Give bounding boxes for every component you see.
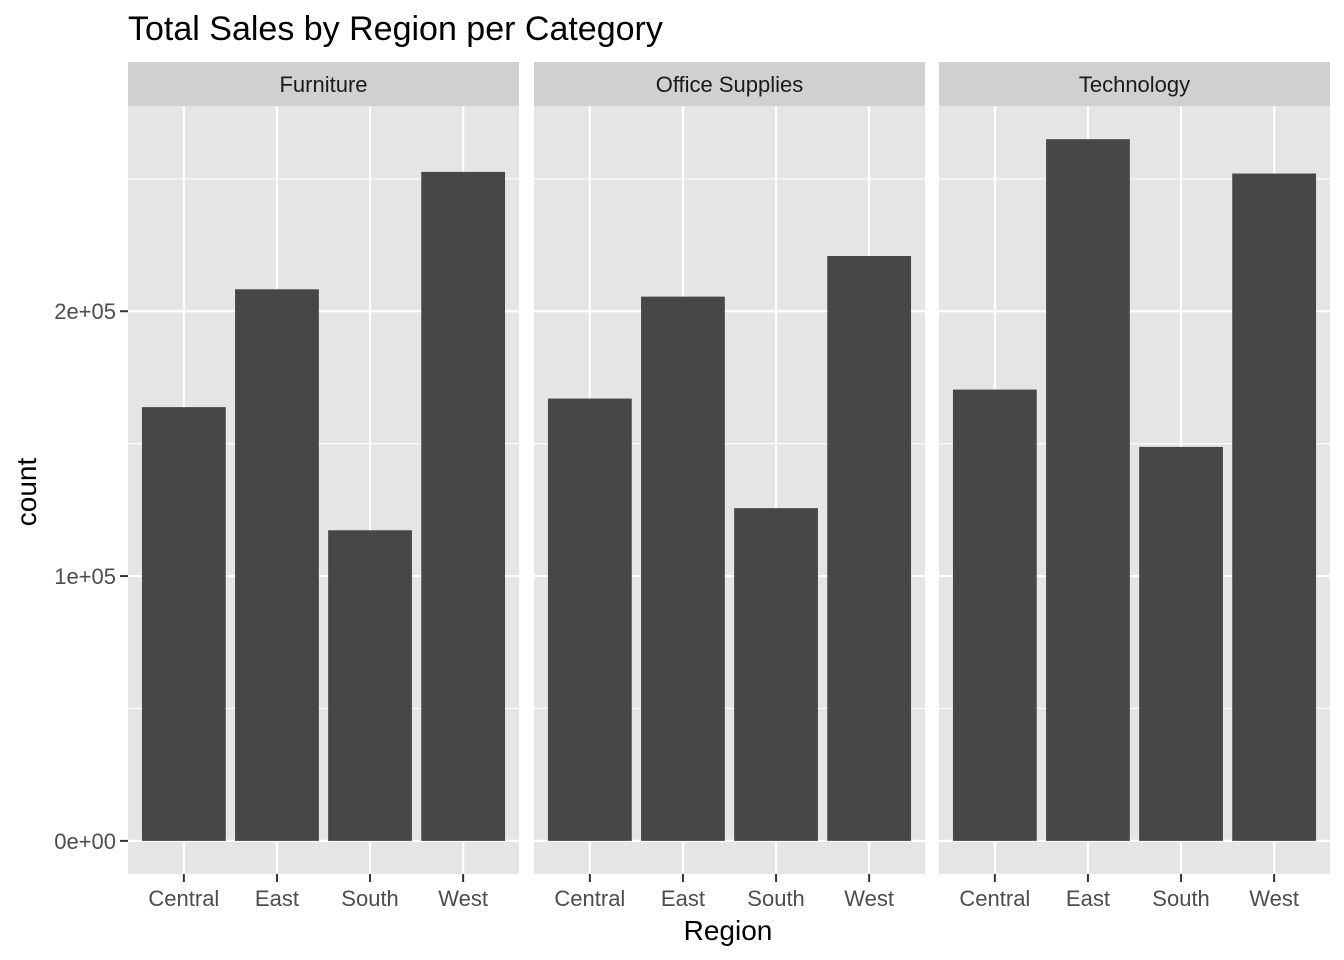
bar-south <box>1139 446 1223 841</box>
bar-central <box>952 389 1037 841</box>
x-tick-label: South <box>747 886 805 911</box>
x-tick-label: Central <box>148 886 219 911</box>
facet-panels: Central East South West Furniture Central East… <box>128 62 1330 911</box>
chart-title: Total Sales by Region per Category <box>128 10 663 48</box>
x-tick-label: West <box>438 886 488 911</box>
bar-east <box>641 296 725 841</box>
bar-south <box>734 508 818 841</box>
y-tick-label: 2e+05 <box>54 299 116 324</box>
y-axis-title: count <box>11 458 42 527</box>
bar-east <box>235 289 319 841</box>
x-tick-label: Central <box>554 886 625 911</box>
facet-strip <box>534 62 925 106</box>
facet-strip-label: Office Supplies <box>656 72 804 97</box>
facet-strip-label: Furniture <box>279 72 367 97</box>
facet-strip <box>128 62 519 106</box>
x-tick-label: East <box>1066 886 1110 911</box>
x-tick-label: South <box>1152 886 1210 911</box>
y-tick-label: 0e+00 <box>54 829 116 854</box>
x-tick-label: West <box>844 886 894 911</box>
facet-strip-label: Technology <box>1079 72 1190 97</box>
bar-west <box>1232 173 1317 841</box>
facet-strip <box>939 62 1330 106</box>
bar-south <box>328 530 412 841</box>
x-tick-label: East <box>255 886 299 911</box>
facet-panel: Central East South West Furniture <box>128 62 519 911</box>
x-tick-label: South <box>341 886 399 911</box>
x-axis-title: Region <box>684 915 773 946</box>
facet-panel: Central East South West Technology <box>939 62 1330 911</box>
bar-central <box>547 398 632 841</box>
bar-east <box>1046 139 1130 841</box>
bar-central <box>141 407 226 841</box>
x-tick-label: Central <box>959 886 1030 911</box>
y-tick-label: 1e+05 <box>54 564 116 589</box>
bar-west <box>827 256 912 841</box>
x-tick-label: East <box>661 886 705 911</box>
facet-panel: Central East South West Office Supplies <box>534 62 925 911</box>
bar-west <box>421 171 506 841</box>
x-tick-label: West <box>1249 886 1299 911</box>
y-axis: 0e+00 1e+05 2e+05 <box>54 299 128 854</box>
